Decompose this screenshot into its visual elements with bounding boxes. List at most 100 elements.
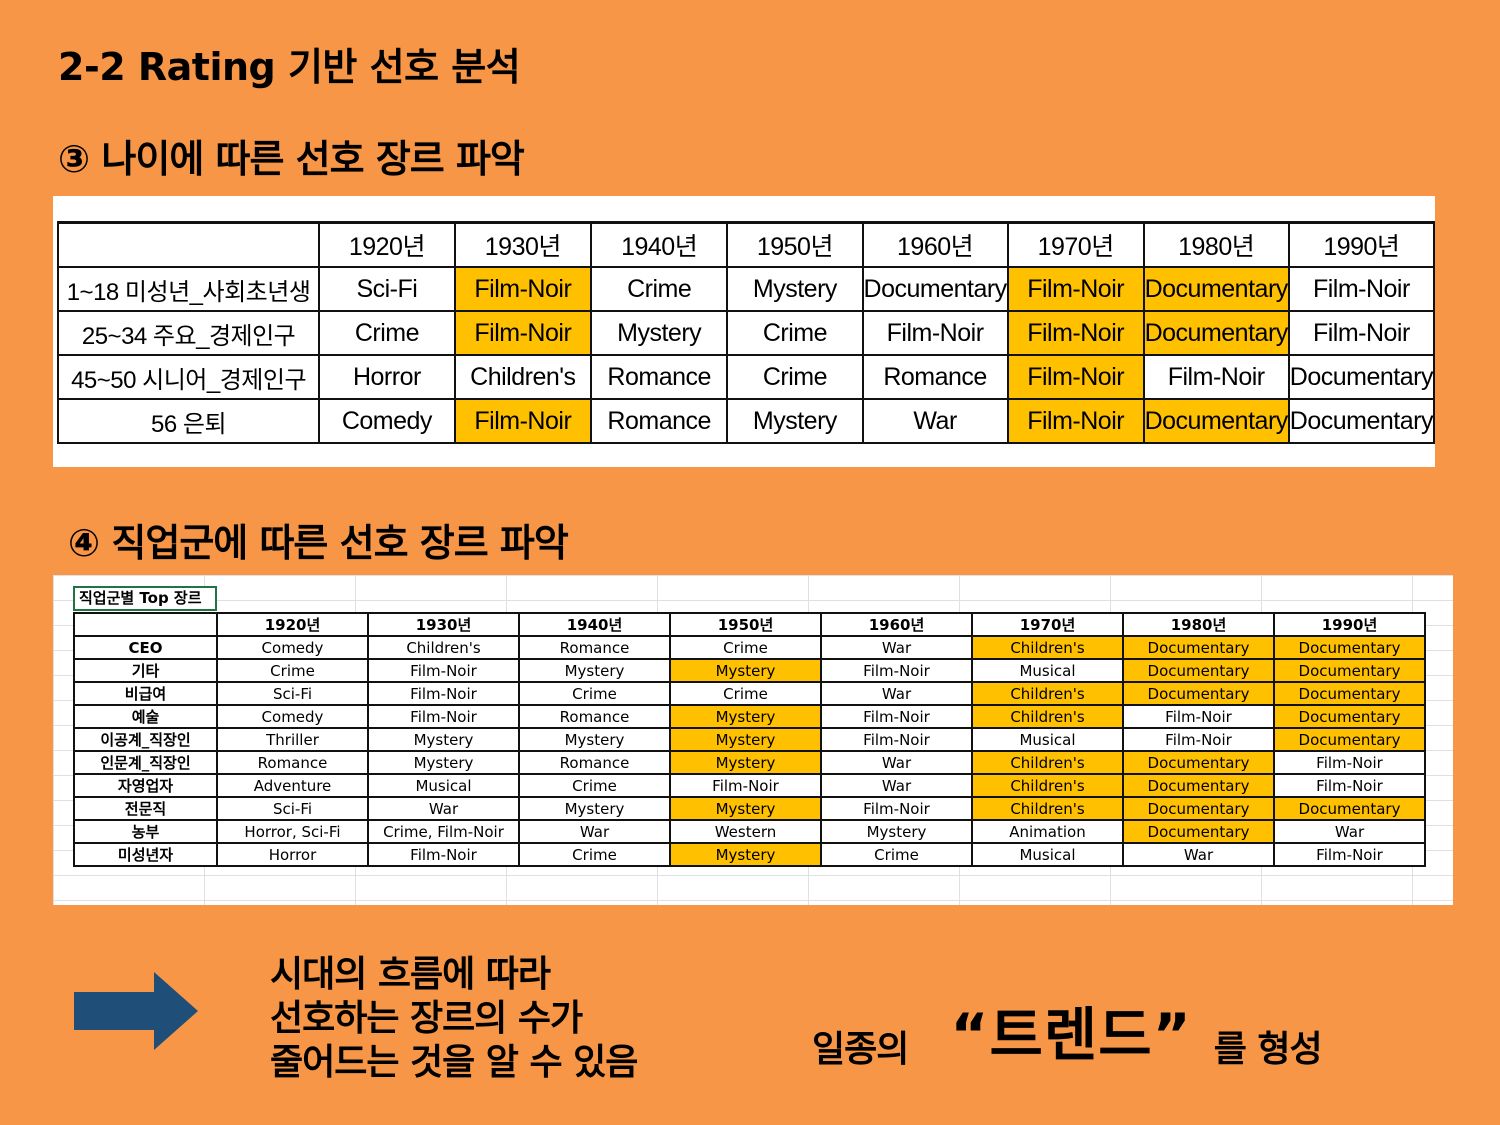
age-table-row-label: 25~34 주요_경제인구 xyxy=(56,310,321,356)
age-table-cell: Crime xyxy=(318,310,456,356)
age-table-cell: Film-Noir xyxy=(453,398,593,444)
job-table-cell: Documentary xyxy=(1122,658,1275,683)
job-table-row: 전문직 Sci-Fi War Mystery Mystery Film-Noir Child… xyxy=(73,796,1426,821)
age-table-row: 25~34 주요_경제인구 Crime Film-Noir Mystery Crime F… xyxy=(56,310,1436,356)
job-table-cell: Film-Noir xyxy=(820,658,973,683)
right-arrow-icon xyxy=(74,972,198,1050)
age-table-cell: Mystery xyxy=(726,398,864,444)
job-table-cell: Children's xyxy=(971,681,1124,706)
job-table-cell: Children's xyxy=(971,635,1124,660)
job-table-cell: Film-Noir xyxy=(820,704,973,729)
job-table-cell: War xyxy=(1122,842,1275,867)
job-table-cell: Film-Noir xyxy=(820,727,973,752)
age-table-cell: Romance xyxy=(590,398,729,444)
job-table-cell: War xyxy=(820,773,973,798)
job-table-column-header: 1990년 xyxy=(1273,612,1426,637)
age-table-row-label: 1~18 미성년_사회초년생 xyxy=(56,266,321,312)
job-table-cell: Film-Noir xyxy=(367,658,520,683)
conclusion-text: 시대의 흐름에 따라 선호하는 장르의 수가 줄어드는 것을 알 수 있음 xyxy=(270,953,638,1085)
job-table-cell: Crime xyxy=(216,658,369,683)
age-genre-table-panel: 1920년 1930년 1940년 1950년 1960년 1970년 1980년 1990년… xyxy=(53,196,1436,467)
job-table-cell: Crime xyxy=(820,842,973,867)
job-table-cell: Mystery xyxy=(367,727,520,752)
job-table-cell: Mystery xyxy=(518,727,671,752)
job-table-cell: War xyxy=(820,681,973,706)
job-table-cell: Children's xyxy=(367,635,520,660)
job-table-row-label: 인문계_직장인 xyxy=(73,750,218,775)
job-table-row-label: 예술 xyxy=(73,704,218,729)
job-table-row-label: 기타 xyxy=(73,658,218,683)
age-table-cell: Crime xyxy=(726,310,864,356)
age-table-cell: Sci-Fi xyxy=(318,266,456,312)
job-table-column-header: 1960년 xyxy=(820,612,973,637)
age-table-column-header: 1920년 xyxy=(318,221,456,268)
age-table-cell: Crime xyxy=(590,266,729,312)
job-table-cell: Mystery xyxy=(669,704,822,729)
job-table-cell: Documentary xyxy=(1273,681,1426,706)
job-genre-table: 1920년 1930년 1940년 1950년 1960년 1970년 1980년 1990년… xyxy=(73,612,1426,867)
job-table-row: 예술 Comedy Film-Noir Romance Mystery Film-Noir… xyxy=(73,704,1426,729)
section-heading-job: ④ 직업군에 따른 선호 장르 파악 xyxy=(68,521,569,565)
age-table-cell: Film-Noir xyxy=(1006,266,1145,312)
age-table-column-header: 1940년 xyxy=(590,221,729,268)
age-table-cell: Documentary xyxy=(1287,398,1436,444)
job-table-cell: Musical xyxy=(971,842,1124,867)
job-table-row-label: 자영업자 xyxy=(73,773,218,798)
job-table-cell: Mystery xyxy=(367,750,520,775)
job-table-cell: Musical xyxy=(971,658,1124,683)
job-table-cell: Film-Noir xyxy=(367,681,520,706)
job-table-cell: Sci-Fi xyxy=(216,796,369,821)
conclusion-line-3: 줄어드는 것을 알 수 있음 xyxy=(270,1042,638,1083)
job-table-row: 기타 Crime Film-Noir Mystery Mystery Film-Noir M… xyxy=(73,658,1426,683)
job-table-cell: Documentary xyxy=(1122,796,1275,821)
conclusion-line-2: 선호하는 장르의 수가 xyxy=(270,998,583,1039)
age-table-cell: Film-Noir xyxy=(1142,354,1290,400)
age-table-cell: Documentary xyxy=(1287,354,1436,400)
job-table-row-label: CEO xyxy=(73,635,218,660)
age-table-cell: Mystery xyxy=(590,310,729,356)
age-table-cell: Film-Noir xyxy=(453,266,593,312)
job-table-row-label: 이공계_직장인 xyxy=(73,727,218,752)
job-table-header-row: 1920년 1930년 1940년 1950년 1960년 1970년 1980년 1990년 xyxy=(73,612,1426,637)
job-table-cell: Children's xyxy=(971,796,1124,821)
page-title: 2-2 Rating 기반 선호 분석 xyxy=(58,45,521,89)
job-table-cell: Adventure xyxy=(216,773,369,798)
age-table-cell: Documentary xyxy=(1142,310,1290,356)
trend-word: “트렌드” xyxy=(950,1001,1192,1069)
job-table-cell: Horror, Sci-Fi xyxy=(216,819,369,844)
job-table-cell: Romance xyxy=(518,635,671,660)
job-table-column-header: 1950년 xyxy=(669,612,822,637)
job-table-row-label: 비급여 xyxy=(73,681,218,706)
job-table-column-header: 1930년 xyxy=(367,612,520,637)
job-table-cell: Romance xyxy=(216,750,369,775)
job-table-cell: Mystery xyxy=(669,658,822,683)
job-table-cell: War xyxy=(1273,819,1426,844)
job-table-column-header: 1980년 xyxy=(1122,612,1275,637)
job-table-cell: Animation xyxy=(971,819,1124,844)
job-table-corner-cell xyxy=(73,612,218,637)
age-table-column-header: 1950년 xyxy=(726,221,864,268)
job-table-cell: Children's xyxy=(971,704,1124,729)
age-table-cell: Film-Noir xyxy=(1006,354,1145,400)
job-table-cell: Documentary xyxy=(1122,681,1275,706)
job-table-column-header: 1920년 xyxy=(216,612,369,637)
age-table-cell: Horror xyxy=(318,354,456,400)
job-table-row-label: 전문직 xyxy=(73,796,218,821)
job-table-caption[interactable]: 직업군별 Top 장르 xyxy=(73,586,217,611)
age-table-column-header: 1960년 xyxy=(861,221,1009,268)
job-table-cell: Comedy xyxy=(216,704,369,729)
job-table-cell: Mystery xyxy=(518,658,671,683)
job-table-cell: Mystery xyxy=(669,750,822,775)
job-table-cell: Film-Noir xyxy=(367,842,520,867)
age-table-cell: Mystery xyxy=(726,266,864,312)
age-table-cell: Crime xyxy=(726,354,864,400)
job-table-row-label: 미성년자 xyxy=(73,842,218,867)
job-table-cell: Crime xyxy=(518,773,671,798)
age-table-cell: Documentary xyxy=(1142,398,1290,444)
age-table-cell: Comedy xyxy=(318,398,456,444)
job-table-cell: Western xyxy=(669,819,822,844)
age-table-column-header: 1930년 xyxy=(453,221,593,268)
age-table-cell: Romance xyxy=(861,354,1009,400)
age-table-row: 56 은퇴 Comedy Film-Noir Romance Mystery War Fil… xyxy=(56,398,1436,444)
job-table-cell: Comedy xyxy=(216,635,369,660)
